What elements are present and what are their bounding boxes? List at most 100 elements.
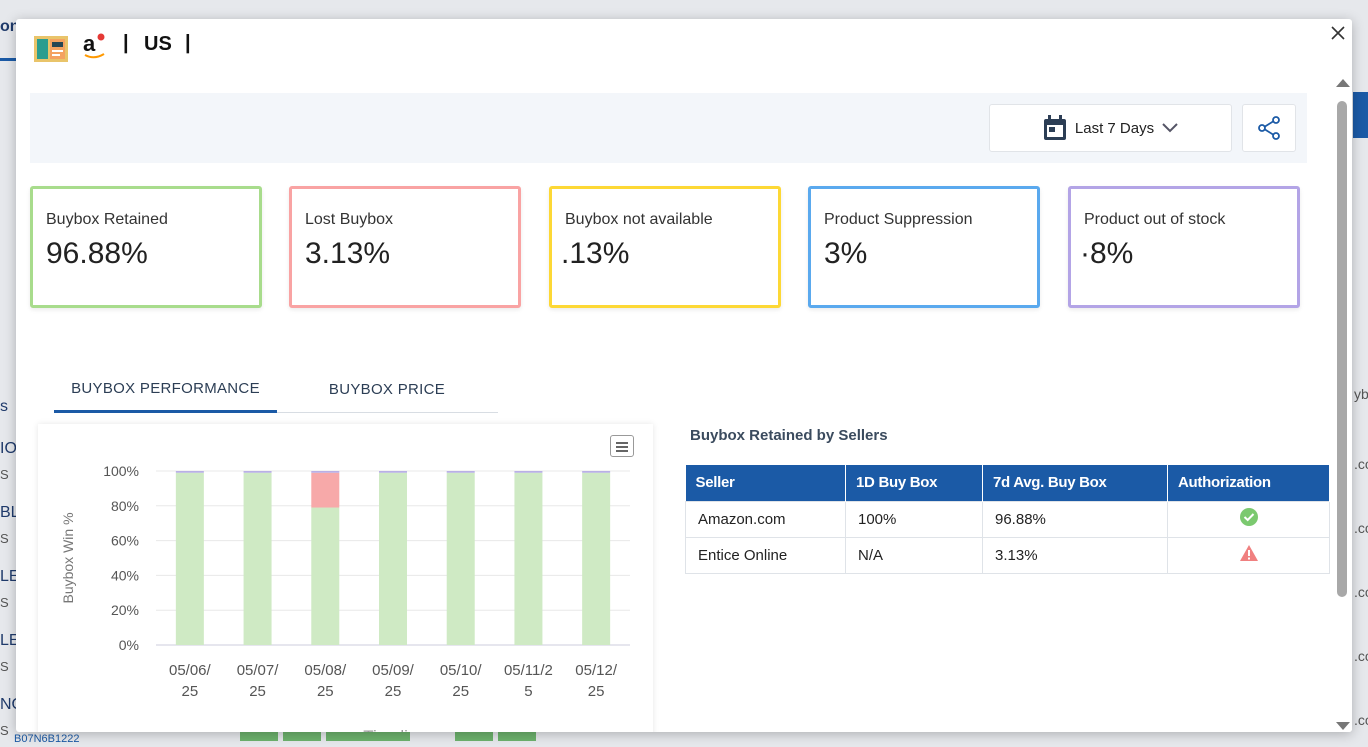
kpi-label: Lost Buybox [305, 211, 394, 228]
modal-body: Last 7 Days Buybox Retained 96.88% Lost … [16, 71, 1334, 732]
cell-7d-avg-buybox: 3.13% [982, 536, 1168, 574]
bg-right-fragment: .co [1354, 456, 1368, 472]
kpi-value: 3.13% [305, 237, 391, 270]
tab-buybox-performance[interactable]: BUYBOX PERFORMANCE [54, 366, 277, 413]
background-left-strip: oni s IO S BLU S LE S LE S NO S [0, 0, 31, 747]
x-tick-label: 5 [524, 683, 532, 700]
x-tick-label: 25 [249, 683, 266, 700]
bar-segment [243, 471, 272, 473]
tab-buybox-price[interactable]: BUYBOX PRICE [328, 380, 446, 398]
y-tick-label: 40% [111, 567, 139, 583]
date-range-label: Last 7 Days [1074, 119, 1155, 137]
share-button[interactable] [1242, 104, 1296, 152]
x-tick-label: 05/09/ [372, 662, 415, 679]
cell-authorization [1167, 536, 1330, 574]
chart-svg: 0% 20% 40% 60% 80% 100% Buybox Win % 05/06/25 05… [60, 463, 630, 732]
buybox-modal: a | US | Last 7 Days [16, 19, 1352, 732]
share-icon [1258, 116, 1280, 140]
kpi-value: 96.88% [46, 237, 148, 270]
kpi-buybox-retained[interactable]: Buybox Retained 96.88% [30, 186, 262, 308]
scrollbar-thumb[interactable] [1337, 101, 1347, 597]
bg-asin-code: B07N6B1222 [14, 733, 80, 745]
kpi-buybox-not-available[interactable]: Buybox not available .13% [549, 186, 781, 308]
cell-7d-avg-buybox: 96.88% [982, 500, 1168, 538]
kpi-label: Buybox Retained [46, 211, 168, 228]
x-tick-label: 25 [317, 683, 334, 700]
column-header-seller[interactable]: Seller [685, 465, 846, 501]
kpi-lost-buybox[interactable]: Lost Buybox 3.13% [289, 186, 521, 308]
column-header-1d-buybox[interactable]: 1D Buy Box [845, 465, 983, 501]
bg-video-button [1353, 92, 1368, 138]
kpi-product-out-of-stock[interactable]: Product out of stock ·8% [1068, 186, 1300, 308]
header-separator: | [123, 32, 129, 54]
bar-segment [311, 472, 340, 508]
bar-segment [582, 471, 611, 473]
bar-segment [514, 471, 543, 473]
amazon-logo: a [83, 31, 105, 59]
x-tick-label: 05/11/2 [504, 662, 553, 679]
y-tick-label: 20% [111, 602, 139, 618]
bg-row-sub-fragment: S [0, 659, 9, 674]
bg-bar [283, 731, 321, 741]
table-row: Amazon.com 100% 96.88% [685, 500, 1330, 538]
hamburger-menu-icon[interactable] [610, 435, 634, 457]
bar-segment [175, 471, 204, 473]
kpi-label: Product Suppression [824, 211, 973, 228]
scroll-down-arrow[interactable] [1336, 722, 1350, 730]
scroll-up-arrow[interactable] [1336, 79, 1350, 87]
table-row: Entice Online N/A 3.13% [685, 536, 1330, 574]
chart-tabs: BUYBOX PERFORMANCE BUYBOX PRICE [54, 366, 498, 413]
bg-bar [240, 731, 278, 741]
bar-segment [379, 471, 407, 473]
bg-right-fragment: .co [1354, 648, 1368, 664]
x-tick-label: 05/07/ [237, 662, 280, 679]
cell-seller: Entice Online [685, 536, 846, 574]
bar-segment [311, 507, 340, 645]
column-header-7d-avg-buybox[interactable]: 7d Avg. Buy Box [982, 465, 1168, 501]
x-tick-label: 25 [182, 683, 199, 700]
bg-row-sub-fragment: S [0, 467, 9, 482]
close-icon[interactable] [1330, 25, 1346, 41]
svg-text:a: a [83, 31, 96, 56]
bg-right-fragment: ybo [1354, 386, 1368, 402]
bg-row-sub-fragment: S [0, 595, 9, 610]
sellers-table-title: Buybox Retained by Sellers [690, 427, 888, 444]
bar-segment [379, 472, 407, 645]
x-axis-label: Timeline [363, 727, 427, 732]
cell-1d-buybox: 100% [845, 500, 983, 538]
table-header-row: Seller 1D Buy Box 7d Avg. Buy Box Author… [685, 465, 1330, 501]
bg-header-fragment: s [0, 398, 8, 415]
background-right-strip: ybo .co .co .co .co .co [1352, 0, 1368, 747]
x-tick-label: 25 [385, 683, 402, 700]
bg-bar [455, 731, 493, 741]
bar-segment [514, 472, 543, 645]
date-range-dropdown[interactable]: Last 7 Days [989, 104, 1232, 152]
y-axis-label: Buybox Win % [60, 512, 76, 603]
chevron-down-icon [1162, 123, 1178, 133]
bg-bar [498, 731, 536, 741]
bg-row-sub-fragment: S [0, 531, 9, 546]
y-tick-label: 80% [111, 498, 139, 514]
bg-row-sub-fragment: S [0, 723, 9, 738]
column-header-authorization[interactable]: Authorization [1167, 465, 1330, 501]
modal-header: a | US | [16, 19, 1352, 71]
calendar-icon [1043, 115, 1066, 140]
modal-scrollbar[interactable] [1334, 71, 1352, 732]
bg-tab-underline [0, 58, 16, 61]
cell-seller: Amazon.com [685, 500, 846, 538]
y-tick-label: 100% [103, 463, 139, 479]
bar-segment [446, 471, 475, 473]
x-tick-label: 25 [588, 683, 605, 700]
bg-right-fragment: .co [1354, 520, 1368, 536]
kpi-product-suppression[interactable]: Product Suppression 3% [808, 186, 1040, 308]
sellers-table: Seller 1D Buy Box 7d Avg. Buy Box Author… [685, 465, 1330, 574]
bar-segment [446, 472, 475, 645]
cell-authorization [1167, 500, 1330, 538]
bg-row-fragment: LE [0, 568, 20, 585]
kpi-label: Buybox not available [565, 211, 713, 228]
bar-segment [582, 472, 611, 645]
check-circle-icon [1239, 508, 1258, 526]
warning-triangle-icon [1239, 545, 1258, 561]
bar-segment [311, 471, 340, 473]
kpi-value: ·8% [1080, 237, 1134, 270]
